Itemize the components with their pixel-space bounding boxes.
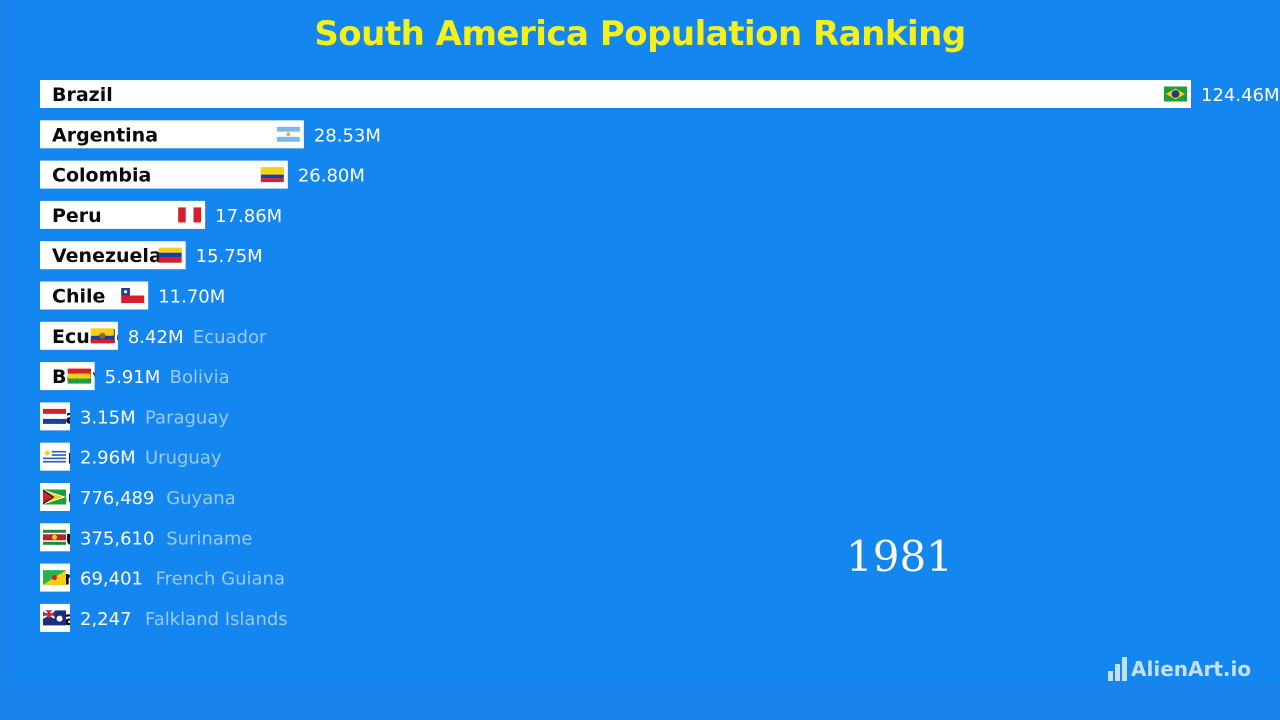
colombia-flag (260, 167, 284, 183)
bar-row: Chile 11.70M (40, 281, 225, 310)
outside-country-name: Paraguay (145, 407, 229, 428)
bar-label: Argentina (52, 124, 158, 146)
outside-country-name: Suriname (166, 528, 252, 549)
value-label: 375,610 (80, 528, 154, 549)
outside-country-name: Uruguay (145, 448, 222, 469)
bar (40, 160, 288, 189)
ecuador-flag (90, 328, 114, 344)
suriname-flag (43, 529, 66, 545)
chart-background (12, 0, 1280, 683)
bar-label: Brazil (52, 84, 113, 106)
value-label: 124.46M (1201, 85, 1280, 106)
bar-chart-icon (1108, 657, 1127, 681)
outside-country-name: Bolivia (170, 367, 230, 388)
value-label: 5.91M (105, 367, 161, 388)
bar-label: Peru (52, 205, 102, 227)
guyana-flag (43, 489, 66, 505)
value-label: 69,401 (80, 569, 143, 590)
brand-watermark: AlienArt.io (1108, 657, 1251, 681)
bar-label: Chile (52, 286, 105, 308)
value-label: 776,489 (80, 488, 154, 509)
paraguay-flag (43, 408, 66, 424)
bolivia-flag (67, 368, 91, 384)
outside-country-name: Falkland Islands (145, 609, 288, 630)
value-label: 2.96M (80, 448, 136, 469)
bar-row: Peru 17.86M (40, 200, 282, 229)
value-label: 8.42M (128, 327, 184, 348)
bar-row: Venezuela 15.75M (40, 241, 263, 270)
brand-text: AlienArt.io (1131, 657, 1252, 681)
peru-flag (178, 207, 202, 223)
outside-country-name: Guyana (166, 488, 235, 509)
bar-label: Venezuela (52, 245, 162, 267)
bar-row: Brazil 124.46M (40, 80, 1280, 108)
brazil-flag (1164, 86, 1187, 102)
bar (40, 80, 1191, 108)
outside-country-name: French Guiana (156, 569, 285, 590)
value-label: 3.15M (80, 407, 136, 428)
bar (40, 200, 206, 229)
chart-title: South America Population Ranking (314, 14, 966, 54)
value-label: 15.75M (196, 246, 263, 267)
bar-row: Argentina 28.53M (40, 120, 381, 149)
bar-label: Colombia (52, 165, 151, 187)
bar-row: Colombia 26.80M (40, 160, 365, 189)
french-guiana-flag (43, 570, 66, 586)
value-label: 2,247 (80, 609, 132, 630)
chile-flag (121, 288, 145, 303)
venezuela-flag (158, 247, 182, 263)
value-label: 26.80M (298, 166, 365, 187)
uruguay-flag (43, 449, 66, 465)
outside-country-name: Ecuador (193, 327, 267, 348)
argentina-flag (276, 126, 300, 142)
value-label: 11.70M (158, 287, 225, 308)
value-label: 28.53M (314, 125, 381, 146)
falkland-islands-flag (42, 609, 66, 626)
value-label: 17.86M (215, 206, 282, 227)
year-label: 1981 (846, 532, 953, 581)
bar (40, 120, 304, 149)
